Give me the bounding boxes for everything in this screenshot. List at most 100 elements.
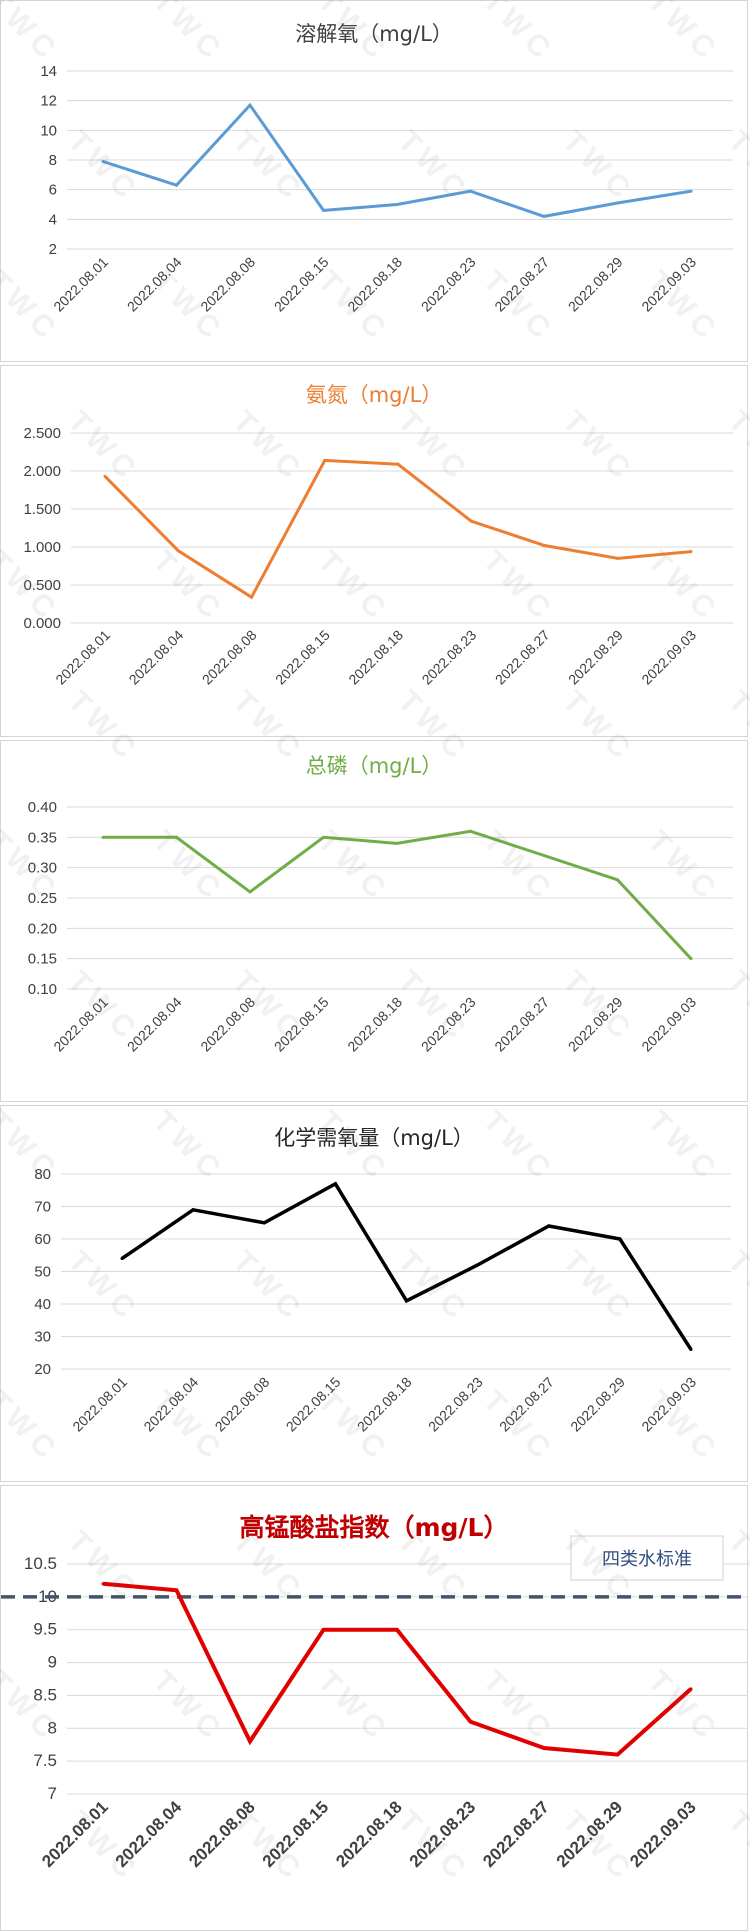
x-tick-label-permanganate-index-4: 2022.08.18 — [332, 1797, 406, 1871]
x-tick-label-ammonia-nitrogen-3: 2022.08.15 — [272, 627, 333, 688]
chart-panel-permanganate-index: 高锰酸盐指数（mg/L） 7 7.5 8 8.5 9 9.5 10 10.5 四类水标准 2022.… — [0, 1485, 748, 1931]
y-tick-label-cod-4: 60 — [34, 1231, 51, 1248]
data-point-dissolved-oxygen-2 — [248, 103, 252, 107]
x-tick-label-dissolved-oxygen-8: 2022.09.03 — [638, 254, 699, 315]
data-point-cod-4 — [405, 1299, 408, 1303]
data-point-permanganate-index-0 — [101, 1582, 105, 1586]
x-tick-label-ammonia-nitrogen-6: 2022.08.27 — [492, 627, 553, 688]
y-tick-label-total-phosphorus-5: 0.35 — [28, 829, 57, 846]
data-point-ammonia-nitrogen-5 — [469, 519, 473, 523]
y-tick-label-cod-1: 30 — [34, 1329, 51, 1346]
chart-panel-ammonia-nitrogen: 氨氮（mg/L） 0.000 0.500 1.000 1.500 2.000 2.500 20… — [0, 365, 748, 737]
x-tick-label-permanganate-index-2: 2022.08.08 — [185, 1797, 259, 1871]
x-tick-label-dissolved-oxygen-7: 2022.08.29 — [565, 254, 626, 315]
data-point-total-phosphorus-5 — [469, 829, 472, 833]
data-point-cod-8 — [689, 1348, 693, 1351]
y-tick-label-dissolved-oxygen-0: 2 — [49, 241, 57, 258]
x-tick-label-ammonia-nitrogen-2: 2022.08.08 — [199, 627, 260, 688]
chart-title-ammonia-nitrogen: 氨氮（mg/L） — [306, 383, 443, 407]
x-tick-label-total-phosphorus-3: 2022.08.15 — [271, 994, 332, 1055]
y-tick-label-ammonia-nitrogen-1: 0.500 — [23, 577, 61, 594]
data-point-total-phosphorus-8 — [689, 957, 693, 961]
x-tick-label-permanganate-index-0: 2022.08.01 — [38, 1797, 112, 1871]
chart-title-permanganate-index: 高锰酸盐指数（mg/L） — [239, 1513, 508, 1542]
series-line-permanganate-index — [102, 1581, 693, 1757]
y-tick-label-dissolved-oxygen-3: 8 — [49, 152, 57, 169]
y-tick-label-permanganate-index-4: 9 — [48, 1653, 57, 1672]
x-tick-label-cod-1: 2022.08.04 — [140, 1374, 201, 1435]
y-tick-label-dissolved-oxygen-2: 6 — [49, 182, 57, 199]
x-tick-label-permanganate-index-5: 2022.08.23 — [406, 1797, 480, 1871]
data-point-permanganate-index-3 — [322, 1628, 325, 1632]
data-point-cod-5 — [476, 1263, 480, 1267]
data-point-cod-1 — [191, 1208, 195, 1212]
data-point-permanganate-index-2 — [248, 1739, 252, 1743]
series-line-total-phosphorus — [103, 829, 693, 960]
y-tick-label-cod-5: 70 — [34, 1199, 51, 1216]
data-point-ammonia-nitrogen-0 — [103, 474, 107, 478]
data-point-permanganate-index-5 — [469, 1720, 472, 1724]
data-point-cod-6 — [547, 1224, 551, 1228]
x-tick-label-dissolved-oxygen-0: 2022.08.01 — [50, 254, 111, 315]
data-point-dissolved-oxygen-7 — [616, 201, 619, 205]
chart-title-cod: 化学需氧量（mg/L） — [274, 1126, 474, 1150]
data-point-dissolved-oxygen-4 — [395, 203, 399, 206]
chart-panel-total-phosphorus: 总磷（mg/L） 0.10 0.15 0.20 0.25 0.30 0.35 0.40 2022… — [0, 740, 748, 1102]
data-point-total-phosphorus-2 — [248, 890, 252, 894]
x-tick-label-permanganate-index-1: 2022.08.04 — [112, 1797, 186, 1871]
y-tick-label-cod-2: 40 — [34, 1296, 51, 1313]
x-tick-label-total-phosphorus-5: 2022.08.23 — [418, 994, 479, 1055]
y-tick-label-total-phosphorus-4: 0.30 — [28, 860, 57, 877]
data-point-permanganate-index-1 — [175, 1588, 178, 1592]
data-point-ammonia-nitrogen-8 — [689, 550, 693, 554]
data-point-dissolved-oxygen-0 — [101, 159, 105, 163]
x-tick-label-ammonia-nitrogen-1: 2022.08.04 — [126, 627, 187, 688]
x-tick-label-dissolved-oxygen-4: 2022.08.18 — [344, 254, 405, 315]
x-tick-label-ammonia-nitrogen-4: 2022.08.18 — [345, 627, 406, 688]
x-tick-label-permanganate-index-7: 2022.08.29 — [553, 1797, 627, 1871]
data-point-permanganate-index-4 — [395, 1628, 399, 1632]
data-point-total-phosphorus-4 — [395, 841, 399, 845]
data-point-ammonia-nitrogen-6 — [543, 543, 546, 547]
series-line-dissolved-oxygen — [102, 102, 692, 218]
y-tick-label-total-phosphorus-6: 0.40 — [28, 799, 57, 816]
x-tick-label-total-phosphorus-0: 2022.08.01 — [50, 994, 111, 1055]
x-tick-label-dissolved-oxygen-6: 2022.08.27 — [491, 254, 552, 315]
data-point-permanganate-index-6 — [542, 1746, 546, 1750]
data-point-cod-3 — [333, 1182, 337, 1186]
x-tick-label-cod-7: 2022.08.29 — [567, 1374, 628, 1435]
x-tick-label-ammonia-nitrogen-0: 2022.08.01 — [52, 627, 113, 688]
y-tick-label-cod-3: 50 — [34, 1264, 51, 1281]
data-point-dissolved-oxygen-5 — [469, 189, 472, 193]
x-tick-label-ammonia-nitrogen-7: 2022.08.29 — [565, 627, 626, 688]
x-tick-label-cod-0: 2022.08.01 — [69, 1374, 130, 1435]
data-point-cod-7 — [618, 1237, 622, 1241]
x-tick-label-total-phosphorus-2: 2022.08.08 — [197, 994, 258, 1055]
x-tick-label-ammonia-nitrogen-5: 2022.08.23 — [419, 627, 480, 688]
chart-svg-total-phosphorus: 总磷（mg/L） 0.10 0.15 0.20 0.25 0.30 0.35 0.40 2022… — [28, 754, 733, 1055]
y-tick-label-ammonia-nitrogen-5: 2.500 — [23, 425, 61, 442]
chart-panel-dissolved-oxygen: 溶解氧（mg/L） 2 4 6 8 10 12 14 2022.08.01 2022.08.04 2… — [0, 0, 748, 362]
data-point-cod-2 — [262, 1221, 266, 1225]
data-point-total-phosphorus-0 — [101, 835, 105, 839]
data-point-total-phosphorus-6 — [542, 854, 546, 858]
x-tick-label-total-phosphorus-6: 2022.08.27 — [491, 994, 552, 1055]
y-tick-label-dissolved-oxygen-6: 14 — [40, 63, 57, 80]
x-tick-label-dissolved-oxygen-2: 2022.08.08 — [197, 254, 258, 315]
y-tick-label-total-phosphorus-0: 0.10 — [28, 981, 57, 998]
data-point-total-phosphorus-3 — [322, 835, 325, 839]
y-tick-label-dissolved-oxygen-5: 12 — [40, 93, 57, 110]
data-point-ammonia-nitrogen-7 — [616, 556, 620, 560]
data-point-dissolved-oxygen-1 — [175, 183, 178, 187]
y-tick-label-permanganate-index-2: 8 — [48, 1718, 57, 1737]
x-tick-label-dissolved-oxygen-5: 2022.08.23 — [418, 254, 479, 315]
data-point-ammonia-nitrogen-3 — [323, 458, 327, 462]
y-tick-label-total-phosphorus-1: 0.15 — [28, 951, 57, 968]
data-point-dissolved-oxygen-8 — [689, 189, 693, 193]
chart-title-dissolved-oxygen: 溶解氧（mg/L） — [295, 22, 453, 46]
x-tick-label-cod-5: 2022.08.23 — [425, 1374, 486, 1435]
x-tick-label-total-phosphorus-7: 2022.08.29 — [565, 994, 626, 1055]
